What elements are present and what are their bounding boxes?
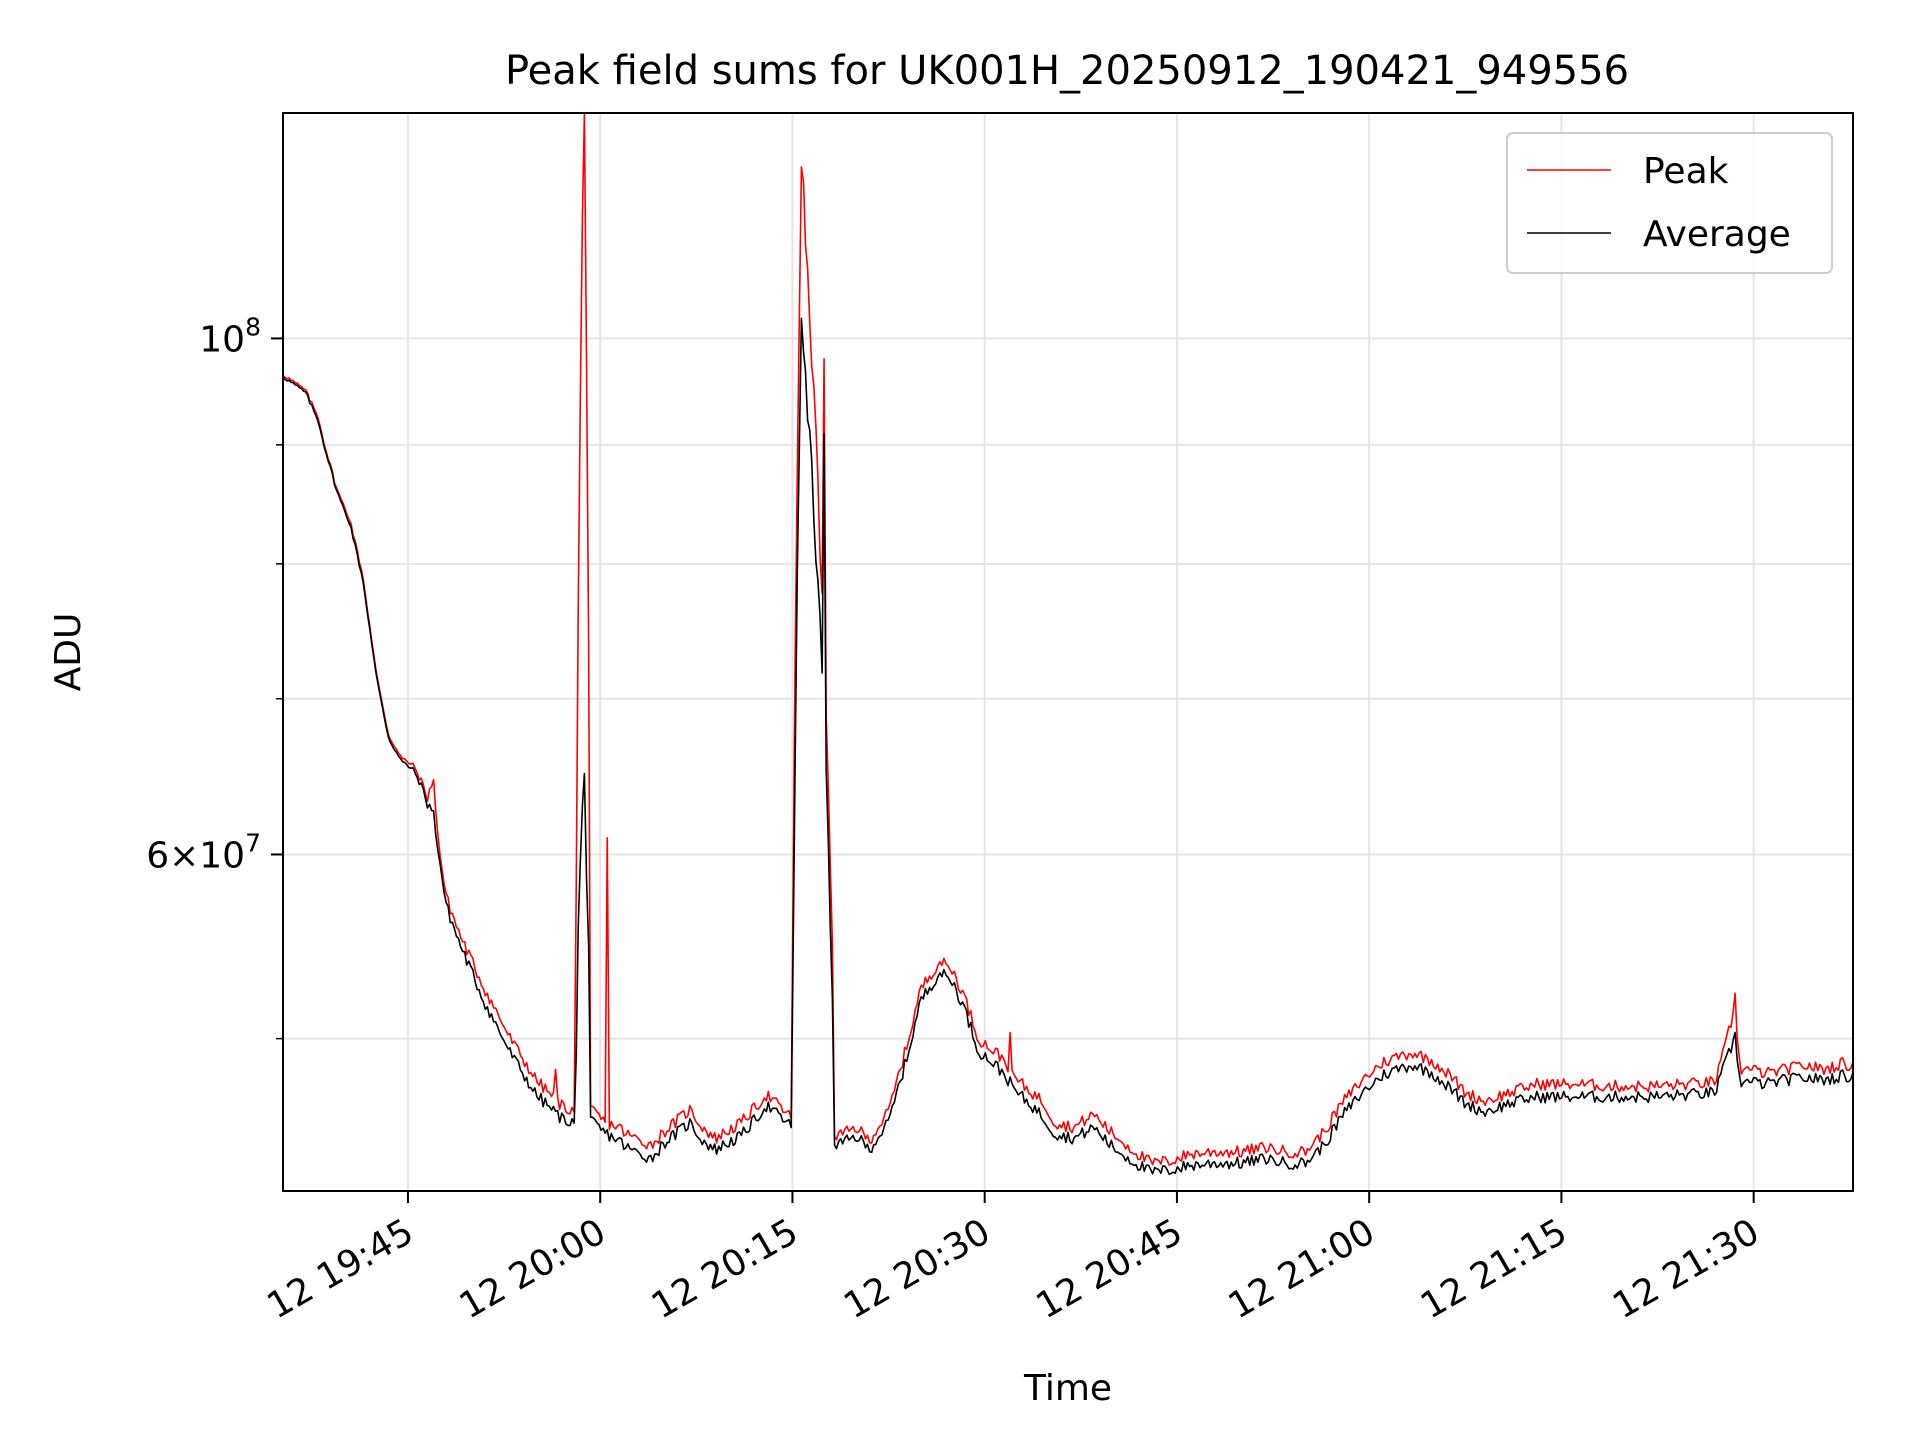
- series-layer: [283, 113, 1853, 1175]
- legend: Peak Average: [1506, 132, 1833, 274]
- y-axis: 108 6×107: [146, 312, 283, 1040]
- y-axis-label: ADU: [48, 613, 89, 692]
- chart-title: Peak field sums for UK001H_20250912_1904…: [505, 48, 1629, 94]
- legend-box: [1506, 132, 1833, 274]
- x-axis-label: Time: [1023, 1368, 1112, 1409]
- series-line-peak: [283, 113, 1853, 1166]
- series-line-average: [283, 317, 1853, 1175]
- plot-area: [283, 113, 1853, 1175]
- legend-peak-label: Peak: [1643, 151, 1729, 192]
- legend-average-label: Average: [1643, 214, 1791, 255]
- plot-frame: [282, 112, 1854, 1192]
- grid: [283, 113, 1853, 1191]
- y-tick-label: 6×107: [146, 828, 261, 876]
- y-tick-label: 108: [199, 312, 261, 360]
